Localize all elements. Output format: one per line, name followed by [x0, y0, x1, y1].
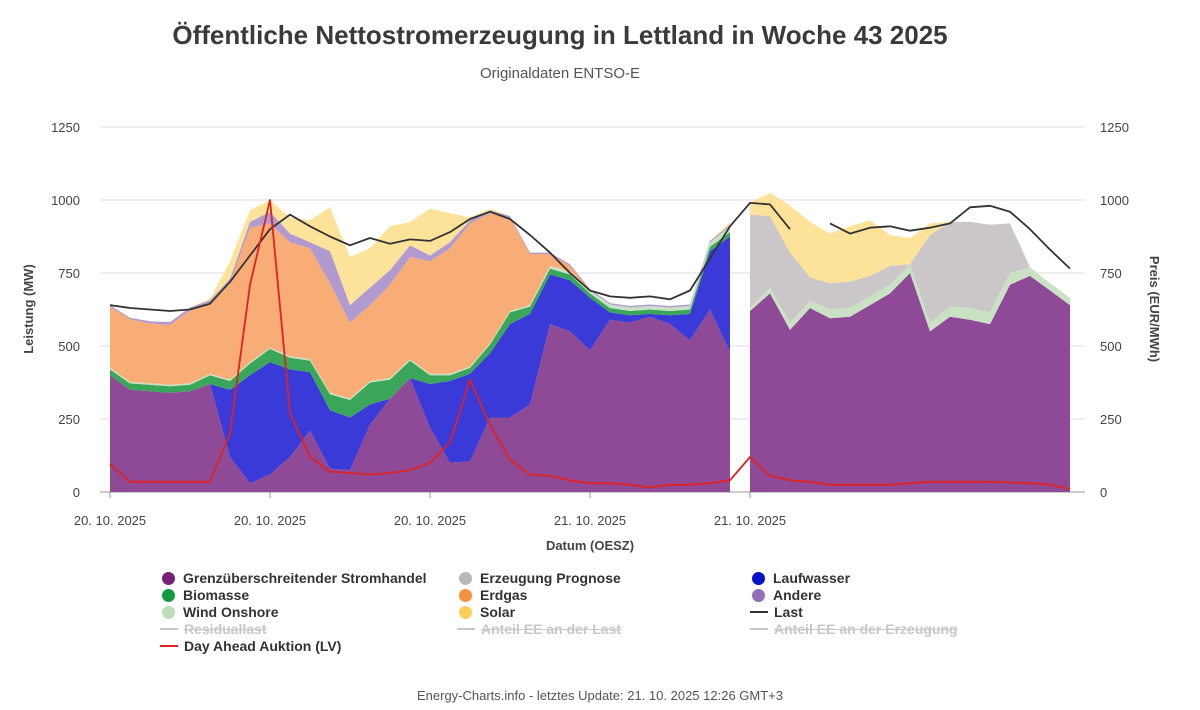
legend-label: Anteil EE an der Last: [481, 621, 622, 637]
legend-label: Biomasse: [183, 587, 250, 603]
y-tick-label: 500: [58, 339, 80, 354]
legend-label: Solar: [480, 604, 516, 620]
legend-dot-icon: [752, 572, 765, 585]
legend-line-icon: [160, 645, 178, 647]
legend-label: Last: [774, 604, 803, 620]
legend-label: Wind Onshore: [183, 604, 279, 620]
legend-dot-icon: [162, 589, 175, 602]
y2-tick-label: 1000: [1100, 193, 1129, 208]
x-tick-label: 21. 10. 2025: [714, 513, 786, 528]
series-day-ahead-line: [109, 199, 1071, 490]
legend-item[interactable]: Solar: [457, 604, 515, 620]
legend-line-icon: [457, 628, 475, 630]
legend-label: Day Ahead Auktion (LV): [184, 638, 342, 654]
legend-item[interactable]: Andere: [750, 587, 821, 603]
y2-tick-label: 1250: [1100, 120, 1129, 135]
y-axis-title: Leistung (MW): [21, 264, 36, 354]
y2-tick-label: 250: [1100, 412, 1122, 427]
area-wind-onshore: [750, 264, 1070, 332]
footer-credit: Energy-Charts.info - letztes Update: 21.…: [416, 688, 783, 703]
x-tick-label: 21. 10. 2025: [554, 513, 626, 528]
legend-dot-icon: [459, 589, 472, 602]
legend-dot-icon: [752, 589, 765, 602]
legend-label: Residuallast: [184, 621, 267, 637]
area-andere-oberseite-: [110, 210, 730, 325]
area-erdgas: [110, 213, 730, 399]
y2-tick-label: 500: [1100, 339, 1122, 354]
legend-line-icon: [160, 628, 178, 630]
area-solar: [750, 192, 1070, 298]
legend-dot-icon: [459, 606, 472, 619]
x-tick-label: 20. 10. 2025: [74, 513, 146, 528]
chart-subtitle: Originaldaten ENTSO-E: [480, 65, 640, 82]
stacked-areas: [110, 192, 1070, 492]
y-tick-label: 250: [58, 412, 80, 427]
legend-item[interactable]: Laufwasser: [750, 570, 850, 586]
legend-dot-icon: [459, 572, 472, 585]
legend-item[interactable]: Residuallast: [160, 621, 266, 637]
legend-item[interactable]: Biomasse: [160, 587, 249, 603]
legend-item[interactable]: Last: [750, 604, 803, 620]
chart: Öffentliche Nettostromerzeugung in Lettl…: [21, 20, 1162, 553]
legend: Grenzüberschreitender Stromhandel Erzeugu…: [160, 570, 1060, 660]
legend-line-icon: [750, 611, 768, 613]
legend-label: Grenzüberschreitender Stromhandel: [183, 570, 427, 586]
legend-item[interactable]: Day Ahead Auktion (LV): [160, 638, 341, 654]
legend-item[interactable]: Anteil EE an der Last: [457, 621, 621, 637]
area-andere: [750, 273, 1070, 492]
legend-label: Anteil EE an der Erzeugung: [774, 621, 958, 637]
legend-label: Erzeugung Prognose: [480, 570, 621, 586]
legend-label: Andere: [773, 587, 822, 603]
y-tick-label: 1000: [51, 193, 80, 208]
y-tick-label: 750: [58, 266, 80, 281]
area-laufwasser: [110, 236, 730, 484]
axes: 0 0 250 250 500 500 750 750 1000 1000 1250 1250 20. …: [51, 120, 1129, 528]
area-erzeugung-prognose: [750, 214, 1070, 323]
legend-item[interactable]: Anteil EE an der Erzeugung: [750, 621, 958, 637]
y-tick-label: 0: [73, 485, 80, 500]
x-tick-label: 20. 10. 2025: [394, 513, 466, 528]
legend-item[interactable]: Grenzüberschreitender Stromhandel: [160, 570, 427, 586]
area-solar: [110, 200, 730, 323]
series-last-line: [109, 202, 1071, 312]
y2-tick-label: 0: [1100, 485, 1107, 500]
area-biomasse: [110, 232, 730, 418]
x-axis-title: Datum (OESZ): [546, 538, 634, 553]
legend-label: Laufwasser: [773, 570, 851, 586]
series-lines: [109, 199, 1071, 490]
legend-dot-icon: [162, 572, 175, 585]
legend-label: Erdgas: [480, 587, 528, 603]
legend-item[interactable]: Erdgas: [457, 587, 527, 603]
area-andere: [110, 309, 730, 492]
legend-dot-icon: [162, 606, 175, 619]
legend-item[interactable]: Erzeugung Prognose: [457, 570, 621, 586]
x-tick-label: 20. 10. 2025: [234, 513, 306, 528]
y2-tick-label: 750: [1100, 266, 1122, 281]
legend-line-icon: [750, 628, 768, 630]
legend-item[interactable]: Wind Onshore: [160, 604, 279, 620]
y2-axis-title: Preis (EUR/MWh): [1147, 256, 1162, 362]
y-tick-label: 1250: [51, 120, 80, 135]
chart-title: Öffentliche Nettostromerzeugung in Lettl…: [172, 20, 947, 50]
